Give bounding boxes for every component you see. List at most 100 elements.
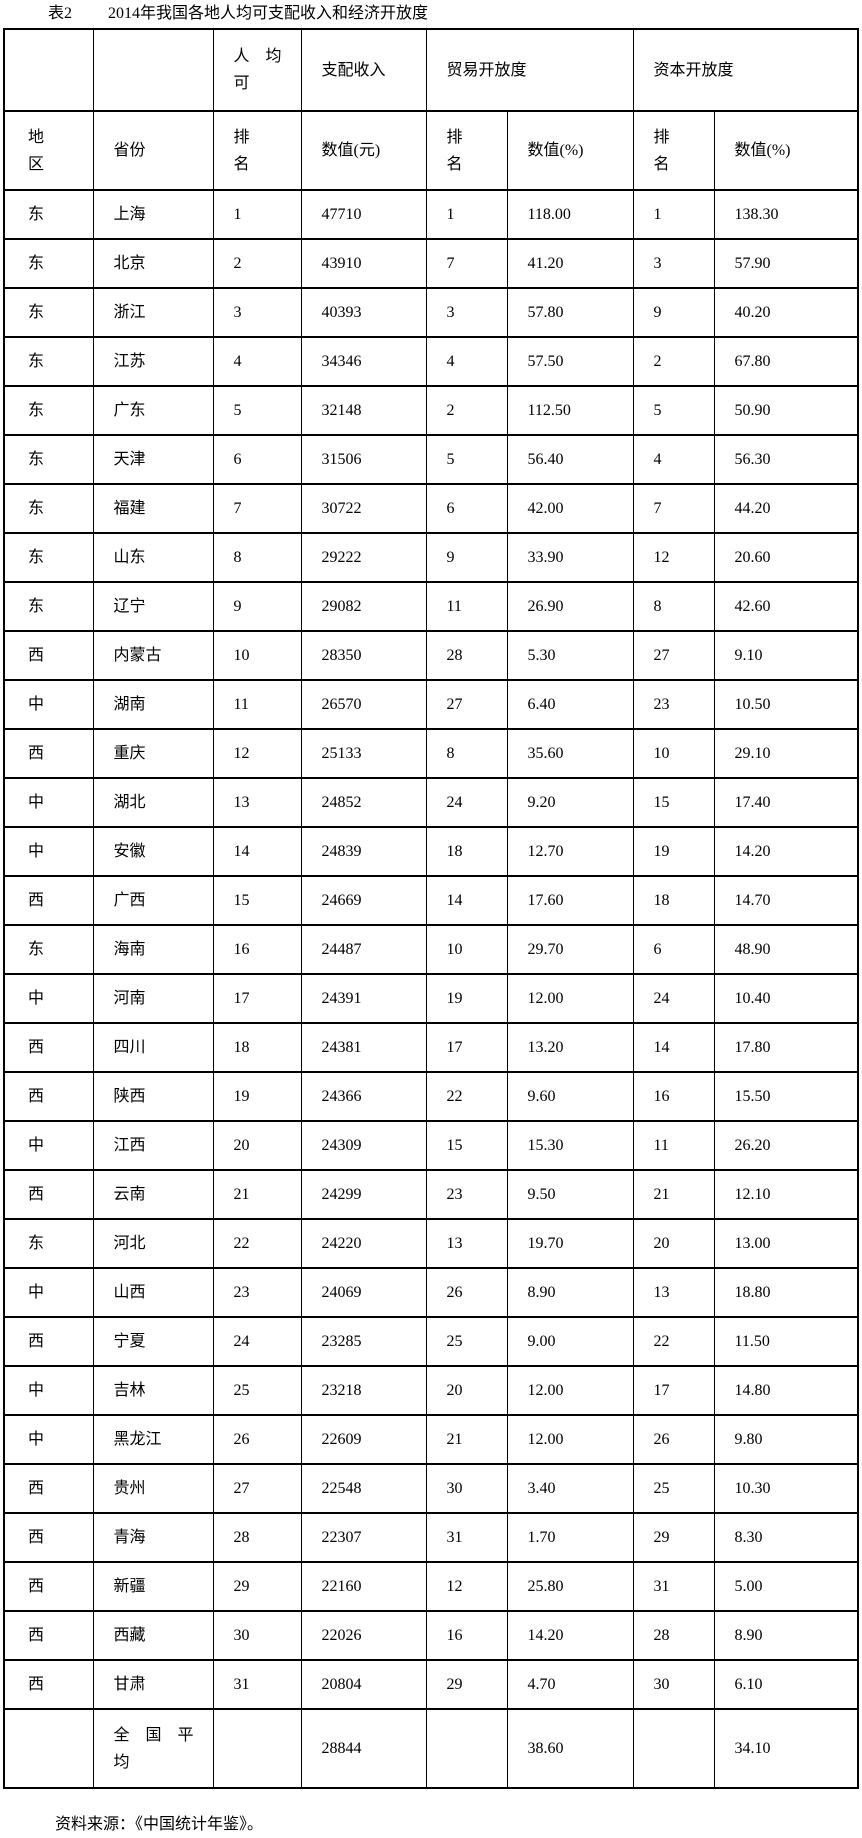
capital-rank-cell: 22 xyxy=(632,1316,715,1367)
capital-rank-cell: 1 xyxy=(632,189,715,240)
province-cell: 湖北 xyxy=(92,777,214,828)
trade-value-cell: 9.60 xyxy=(506,1071,634,1122)
table-row: 中 吉林 25 23218 20 12.00 17 14.80 xyxy=(3,1365,859,1416)
capital-rank-cell: 4 xyxy=(632,434,715,485)
income-value-cell: 22609 xyxy=(300,1414,427,1465)
trade-value-cell: 8.90 xyxy=(506,1267,634,1318)
income-rank-cell: 20 xyxy=(212,1120,302,1171)
income-rank-cell: 12 xyxy=(212,728,302,779)
table-row: 东 北京 2 43910 7 41.20 3 57.90 xyxy=(3,238,859,289)
trade-rank-cell: 11 xyxy=(425,581,508,632)
income-rank-cell: 18 xyxy=(212,1022,302,1073)
income-rank-cell: 5 xyxy=(212,385,302,436)
source-note: 资料来源：《中国统计年鉴》。 xyxy=(55,1816,264,1833)
region-cell: 东 xyxy=(3,581,94,632)
income-value-cell: 23285 xyxy=(300,1316,427,1367)
region-cell: 中 xyxy=(3,973,94,1024)
province-cell: 山西 xyxy=(92,1267,214,1318)
province-cell: 河北 xyxy=(92,1218,214,1269)
capital-value-cell: 9.10 xyxy=(713,630,859,681)
income-value-cell: 30722 xyxy=(300,483,427,534)
trade-value-cell: 1.70 xyxy=(506,1512,634,1563)
region-cell: 西 xyxy=(3,1610,94,1661)
capital-rank-cell: 11 xyxy=(632,1120,715,1171)
capital-value-cell: 14.80 xyxy=(713,1365,859,1416)
trade-value-cell: 9.50 xyxy=(506,1169,634,1220)
table-row: 西 四川 18 24381 17 13.20 14 17.80 xyxy=(3,1022,859,1073)
income-value-cell: 29082 xyxy=(300,581,427,632)
income-rank-cell: 23 xyxy=(212,1267,302,1318)
region-cell: 西 xyxy=(3,728,94,779)
header-income-part2: 支配收入 xyxy=(300,28,427,112)
trade-rank-cell: 3 xyxy=(425,287,508,338)
capital-value-cell: 6.10 xyxy=(713,1659,859,1710)
trade-rank-cell: 9 xyxy=(425,532,508,583)
region-cell: 东 xyxy=(3,924,94,975)
header-income-rank: 排 名 xyxy=(212,110,302,191)
capital-rank-cell: 15 xyxy=(632,777,715,828)
income-rank-cell: 8 xyxy=(212,532,302,583)
header-trade-value: 数值(%) xyxy=(506,110,634,191)
province-cell: 安徽 xyxy=(92,826,214,877)
capital-value-cell: 5.00 xyxy=(713,1561,859,1612)
average-region-cell xyxy=(3,1708,94,1789)
province-cell: 内蒙古 xyxy=(92,630,214,681)
province-cell: 云南 xyxy=(92,1169,214,1220)
header-trade-openness: 贸易开放度 xyxy=(425,28,634,112)
capital-rank-cell: 2 xyxy=(632,336,715,387)
table-row: 中 安徽 14 24839 18 12.70 19 14.20 xyxy=(3,826,859,877)
income-value-cell: 24220 xyxy=(300,1218,427,1269)
region-cell: 东 xyxy=(3,532,94,583)
region-cell: 中 xyxy=(3,1414,94,1465)
table-footer-body: 全 国 平 均 28844 38.60 34.10 xyxy=(3,1708,859,1789)
income-rank-cell: 27 xyxy=(212,1463,302,1514)
capital-value-cell: 13.00 xyxy=(713,1218,859,1269)
region-cell: 西 xyxy=(3,1071,94,1122)
income-rank-cell: 7 xyxy=(212,483,302,534)
capital-rank-cell: 16 xyxy=(632,1071,715,1122)
region-cell: 东 xyxy=(3,189,94,240)
table-row: 西 云南 21 24299 23 9.50 21 12.10 xyxy=(3,1169,859,1220)
table-row: 东 辽宁 9 29082 11 26.90 8 42.60 xyxy=(3,581,859,632)
province-cell: 上海 xyxy=(92,189,214,240)
region-cell: 中 xyxy=(3,1267,94,1318)
income-rank-cell: 24 xyxy=(212,1316,302,1367)
income-value-cell: 24299 xyxy=(300,1169,427,1220)
table-row: 东 天津 6 31506 5 56.40 4 56.30 xyxy=(3,434,859,485)
province-cell: 天津 xyxy=(92,434,214,485)
header-blank-region xyxy=(3,28,94,112)
province-cell: 广东 xyxy=(92,385,214,436)
header-capital-value: 数值(%) xyxy=(713,110,859,191)
trade-value-cell: 35.60 xyxy=(506,728,634,779)
table-body: 东 上海 1 47710 1 118.00 1 138.30 东 北京 2 43… xyxy=(3,189,859,1710)
table-row: 西 重庆 12 25133 8 35.60 10 29.10 xyxy=(3,728,859,779)
income-value-cell: 43910 xyxy=(300,238,427,289)
trade-value-cell: 13.20 xyxy=(506,1022,634,1073)
income-rank-cell: 21 xyxy=(212,1169,302,1220)
province-cell: 海南 xyxy=(92,924,214,975)
capital-value-cell: 18.80 xyxy=(713,1267,859,1318)
province-cell: 贵州 xyxy=(92,1463,214,1514)
capital-rank-cell: 30 xyxy=(632,1659,715,1710)
table-row: 西 新疆 29 22160 12 25.80 31 5.00 xyxy=(3,1561,859,1612)
income-rank-cell: 31 xyxy=(212,1659,302,1710)
table-row: 东 海南 16 24487 10 29.70 6 48.90 xyxy=(3,924,859,975)
income-value-cell: 24852 xyxy=(300,777,427,828)
header-capital-rank: 排 名 xyxy=(632,110,715,191)
income-rank-cell: 1 xyxy=(212,189,302,240)
capital-rank-cell: 3 xyxy=(632,238,715,289)
income-value-cell: 31506 xyxy=(300,434,427,485)
trade-rank-cell: 21 xyxy=(425,1414,508,1465)
province-cell: 重庆 xyxy=(92,728,214,779)
header-region: 地 区 xyxy=(3,110,94,191)
capital-rank-cell: 28 xyxy=(632,1610,715,1661)
average-income-rank-cell xyxy=(212,1708,302,1789)
header-row-sub: 地 区 省份 排 名 数值(元) 排 名 数值(%) 排 名 数值(%) xyxy=(3,110,859,191)
region-cell: 中 xyxy=(3,1365,94,1416)
trade-rank-cell: 19 xyxy=(425,973,508,1024)
income-value-cell: 24669 xyxy=(300,875,427,926)
income-rank-cell: 22 xyxy=(212,1218,302,1269)
trade-value-cell: 12.70 xyxy=(506,826,634,877)
province-cell: 江西 xyxy=(92,1120,214,1171)
trade-value-cell: 118.00 xyxy=(506,189,634,240)
